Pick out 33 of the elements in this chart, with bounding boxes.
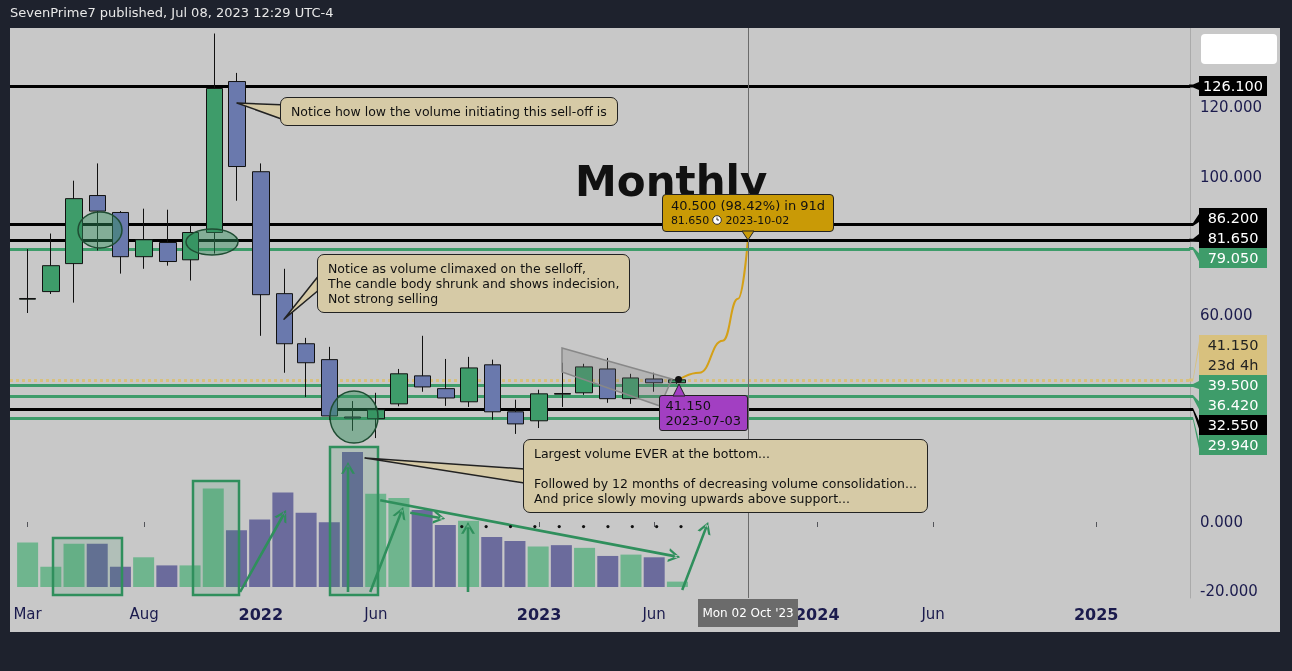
x-tick-label: Aug xyxy=(129,604,159,623)
y-tick-label: 120.000 xyxy=(1200,98,1263,117)
annotation: Notice as volume climaxed on the selloff, The candle body shrunk and shows indecision, Not strong selling xyxy=(317,254,631,313)
ref-line-label: 36.420 xyxy=(1199,394,1267,415)
x-tick-label: Mar xyxy=(13,604,43,623)
x-tick-label: 2025 xyxy=(1073,604,1119,624)
y-tick-label: 60.000 xyxy=(1200,305,1253,324)
annotation: 41.150 2023-07-03 xyxy=(658,394,749,431)
x-tick-label: 2024 xyxy=(794,604,840,624)
x-tick-label: Jun xyxy=(920,604,945,623)
ref-line-label: 39.500 xyxy=(1199,374,1267,395)
ref-line-label: Mon 02 Oct '23 xyxy=(702,606,794,620)
y-tick-label: 100.000 xyxy=(1200,167,1263,186)
y-tick-label: 0.000 xyxy=(1200,513,1243,531)
ref-line-label: 79.050 xyxy=(1199,247,1267,268)
x-tick-label: Jun xyxy=(641,604,666,623)
ref-line-label: 86.200 xyxy=(1199,207,1267,228)
x-tick-label: Jun xyxy=(363,604,388,623)
legend-label: 32.550 xyxy=(1199,414,1267,435)
y-tick-label: -20.000 xyxy=(1200,582,1258,601)
x-tick-label: 2022 xyxy=(238,604,284,624)
annotation: 40.500 (98.42%) in 91d xyxy=(670,197,826,213)
text: SevenPrime7 published, Jul 08, 2023 12:29 UTC-4 xyxy=(10,5,334,20)
ref-line-label: 126.100 xyxy=(1199,76,1267,97)
ref-line-label: 41.150 xyxy=(1199,334,1267,355)
text: 23d 4h xyxy=(1199,354,1267,375)
ref-line-label: 29.940 xyxy=(1199,434,1267,455)
x-tick-label: 2023 xyxy=(516,604,562,624)
annotation: 81.650 xyxy=(670,212,710,228)
text: Largest volume EVER at the bottom... Followed by 12 months of decreasing volume consolidation... And price slowly moving upwards above support... xyxy=(534,446,917,506)
annotation: 2023-10-02 xyxy=(725,212,790,228)
annotation: Notice how low the volume initiating this sell-off is xyxy=(280,97,618,126)
ref-line-label: 81.650 xyxy=(1199,227,1267,248)
